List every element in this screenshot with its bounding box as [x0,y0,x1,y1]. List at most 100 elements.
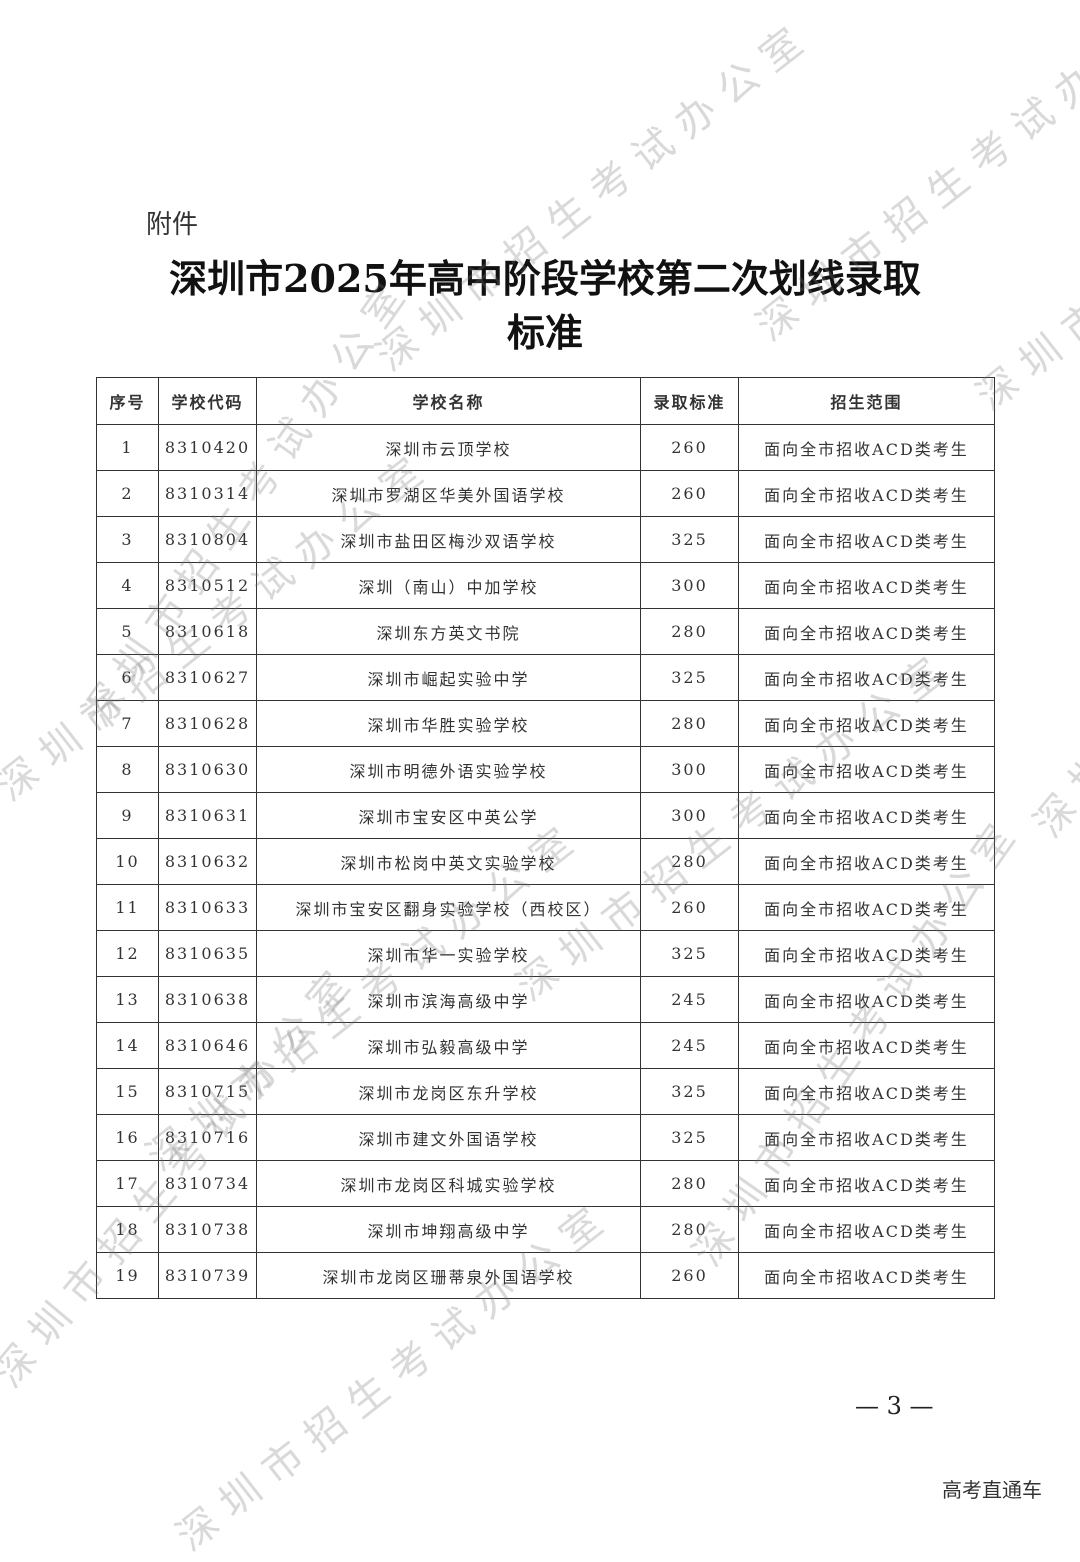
cell-code: 8310738 [158,1206,257,1253]
cell-index: 4 [96,562,159,609]
cell-code: 8310739 [158,1252,257,1299]
source-label: 高考直通车 [942,1478,1042,1502]
cell-scope: 面向全市招收ACD类考生 [738,516,995,563]
cell-score: 280 [640,700,739,747]
cell-score: 300 [640,562,739,609]
table-row: 3 8310804 深圳市盐田区梅沙双语学校 325 面向全市招收ACD类考生 [96,516,995,563]
cell-name: 深圳市华胜实验学校 [256,700,641,747]
cell-name: 深圳市崛起实验中学 [256,654,641,701]
cell-code: 8310630 [158,746,257,793]
cell-score: 325 [640,516,739,563]
cell-name: 深圳市盐田区梅沙双语学校 [256,516,641,563]
page-number: — 3 — [855,1392,934,1420]
table-row: 9 8310631 深圳市宝安区中英公学 300 面向全市招收ACD类考生 [96,792,995,839]
cell-code: 8310420 [158,424,257,471]
cell-code: 8310638 [158,976,257,1023]
cell-scope: 面向全市招收ACD类考生 [738,562,995,609]
cell-score: 300 [640,792,739,839]
cell-index: 17 [96,1160,159,1207]
cell-code: 8310635 [158,930,257,977]
cell-code: 8310632 [158,838,257,885]
table-row: 15 8310715 深圳市龙岗区东升学校 325 面向全市招收ACD类考生 [96,1068,995,1115]
header-code: 学校代码 [158,377,257,425]
cell-index: 3 [96,516,159,563]
cell-scope: 面向全市招收ACD类考生 [738,930,995,977]
cell-scope: 面向全市招收ACD类考生 [738,700,995,747]
cell-scope: 面向全市招收ACD类考生 [738,1160,995,1207]
header-index: 序号 [96,377,159,425]
cell-index: 19 [96,1252,159,1299]
watermark: 深圳市招生考试办公室 [1025,403,1080,847]
cell-score: 260 [640,470,739,517]
table-row: 14 8310646 深圳市弘毅高级中学 245 面向全市招收ACD类考生 [96,1022,995,1069]
table-row: 1 8310420 深圳市云顶学校 260 面向全市招收ACD类考生 [96,424,995,471]
cell-index: 13 [96,976,159,1023]
cell-scope: 面向全市招收ACD类考生 [738,746,995,793]
cell-scope: 面向全市招收ACD类考生 [738,424,995,471]
header-score: 录取标准 [640,377,739,425]
cell-code: 8310618 [158,608,257,655]
cell-name: 深圳市宝安区中英公学 [256,792,641,839]
cell-index: 15 [96,1068,159,1115]
table-row: 17 8310734 深圳市龙岗区科城实验学校 280 面向全市招收ACD类考生 [96,1160,995,1207]
cell-index: 8 [96,746,159,793]
table-row: 18 8310738 深圳市坤翔高级中学 280 面向全市招收ACD类考生 [96,1206,995,1253]
cell-score: 325 [640,654,739,701]
cell-name: 深圳东方英文书院 [256,608,641,655]
cell-code: 8310715 [158,1068,257,1115]
cell-code: 8310734 [158,1160,257,1207]
cell-name: 深圳市罗湖区华美外国语学校 [256,470,641,517]
attachment-label: 附件 [146,210,199,240]
page-title-line2: 标准 [506,310,583,355]
cell-name: 深圳市宝安区翻身实验学校（西校区） [256,884,641,931]
cell-index: 12 [96,930,159,977]
cell-score: 280 [640,838,739,885]
cell-name: 深圳市云顶学校 [256,424,641,471]
cell-scope: 面向全市招收ACD类考生 [738,1206,995,1253]
cell-code: 8310314 [158,470,257,517]
cell-score: 280 [640,608,739,655]
cell-name: 深圳市建文外国语学校 [256,1114,641,1161]
table-row: 12 8310635 深圳市华一实验学校 325 面向全市招收ACD类考生 [96,930,995,977]
cell-scope: 面向全市招收ACD类考生 [738,884,995,931]
cell-scope: 面向全市招收ACD类考生 [738,1114,995,1161]
table-row: 10 8310632 深圳市松岗中英文实验学校 280 面向全市招收ACD类考生 [96,838,995,885]
cell-name: 深圳市龙岗区珊蒂泉外国语学校 [256,1252,641,1299]
cell-code: 8310512 [158,562,257,609]
cell-name: 深圳市松岗中英文实验学校 [256,838,641,885]
cell-scope: 面向全市招收ACD类考生 [738,976,995,1023]
table-header-row: 序号 学校代码 学校名称 录取标准 招生范围 [96,377,995,425]
cell-index: 1 [96,424,159,471]
table-row: 11 8310633 深圳市宝安区翻身实验学校（西校区） 260 面向全市招收ACD类考… [96,884,995,931]
cell-index: 9 [96,792,159,839]
cell-name: 深圳市坤翔高级中学 [256,1206,641,1253]
cell-scope: 面向全市招收ACD类考生 [738,608,995,655]
cell-code: 8310646 [158,1022,257,1069]
cell-index: 16 [96,1114,159,1161]
cell-score: 325 [640,1068,739,1115]
cell-name: 深圳市龙岗区科城实验学校 [256,1160,641,1207]
cell-index: 6 [96,654,159,701]
cell-score: 245 [640,1022,739,1069]
cell-name: 深圳市华一实验学校 [256,930,641,977]
cell-score: 325 [640,930,739,977]
cell-code: 8310716 [158,1114,257,1161]
header-name: 学校名称 [256,377,641,425]
cell-index: 7 [96,700,159,747]
cell-score: 260 [640,1252,739,1299]
table-row: 13 8310638 深圳市滨海高级中学 245 面向全市招收ACD类考生 [96,976,995,1023]
table-row: 16 8310716 深圳市建文外国语学校 325 面向全市招收ACD类考生 [96,1114,995,1161]
cell-scope: 面向全市招收ACD类考生 [738,654,995,701]
watermark: 深圳市招生考试办公室 [968,51,1080,421]
cell-scope: 面向全市招收ACD类考生 [738,1252,995,1299]
cell-index: 2 [96,470,159,517]
cell-score: 280 [640,1160,739,1207]
cell-name: 深圳市弘毅高级中学 [256,1022,641,1069]
cell-index: 14 [96,1022,159,1069]
cell-index: 5 [96,608,159,655]
cell-name: 深圳市龙岗区东升学校 [256,1068,641,1115]
table-row: 4 8310512 深圳（南山）中加学校 300 面向全市招收ACD类考生 [96,562,995,609]
cell-index: 10 [96,838,159,885]
cell-code: 8310804 [158,516,257,563]
table-row: 19 8310739 深圳市龙岗区珊蒂泉外国语学校 260 面向全市招收ACD类考生 [96,1252,995,1299]
